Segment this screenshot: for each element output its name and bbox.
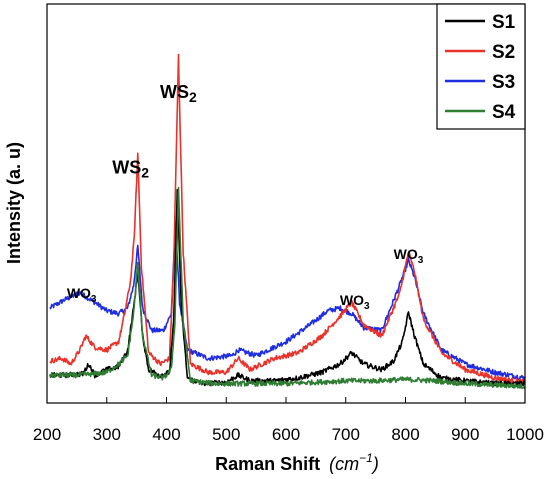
legend-label-s2: S2	[492, 42, 515, 63]
y-axis-title: Intensity (a. u)	[4, 142, 24, 264]
legend-items: S1 S2 S3 S4	[445, 12, 516, 123]
x-axis-title: Raman Shift (cm−1)	[215, 451, 379, 474]
x-axis-unit-exp: −1	[359, 451, 373, 465]
x-tick-label: 400	[152, 425, 180, 444]
legend-label-s1: S1	[492, 12, 516, 33]
legend: S1 S2 S3 S4	[436, 3, 526, 130]
x-tick-label: 300	[93, 425, 121, 444]
series-line-s2	[49, 53, 526, 385]
legend-box	[436, 3, 526, 130]
x-tick-label: 200	[33, 425, 61, 444]
x-axis-ticks: 200 300 400 500 600 700 800 900 1000	[33, 397, 544, 444]
peak-annotation-base: WS	[112, 158, 141, 178]
peak-annotation-sub: 2	[141, 165, 149, 181]
x-axis-unit-close-paren: )	[371, 454, 379, 474]
peak-annotation: WO3	[340, 292, 370, 312]
peak-annotation-sub: 3	[91, 294, 97, 305]
legend-label-s3: S3	[492, 72, 515, 93]
x-axis-unit-open-paren: (	[329, 454, 337, 474]
series-line-s3	[49, 221, 526, 381]
legend-label-s4: S4	[492, 102, 516, 123]
peak-annotation-base: WO	[394, 246, 418, 262]
x-tick-label: 800	[391, 425, 419, 444]
peak-annotation-sub: 2	[189, 89, 197, 105]
peak-annotation-sub: 3	[418, 255, 424, 266]
x-tick-label: 700	[332, 425, 360, 444]
peak-annotation-base: WS	[160, 82, 189, 102]
x-tick-label: 1000	[506, 425, 544, 444]
x-tick-label: 900	[451, 425, 479, 444]
peak-annotation: WO3	[394, 246, 424, 266]
x-axis-unit-base: cm	[335, 454, 359, 474]
peak-annotation-sub: 3	[364, 301, 370, 312]
peak-annotation: WS2	[112, 158, 149, 181]
series-line-s1	[49, 188, 526, 387]
x-tick-label: 500	[212, 425, 240, 444]
peak-annotation-base: WO	[67, 285, 91, 301]
series-line-s4	[49, 186, 526, 390]
peak-annotation: WO3	[67, 285, 97, 305]
series-layer	[49, 53, 526, 390]
x-tick-label: 600	[272, 425, 300, 444]
peak-annotation-base: WO	[340, 292, 364, 308]
x-axis-title-text: Raman Shift	[215, 454, 320, 474]
peak-annotation: WS2	[160, 82, 197, 105]
